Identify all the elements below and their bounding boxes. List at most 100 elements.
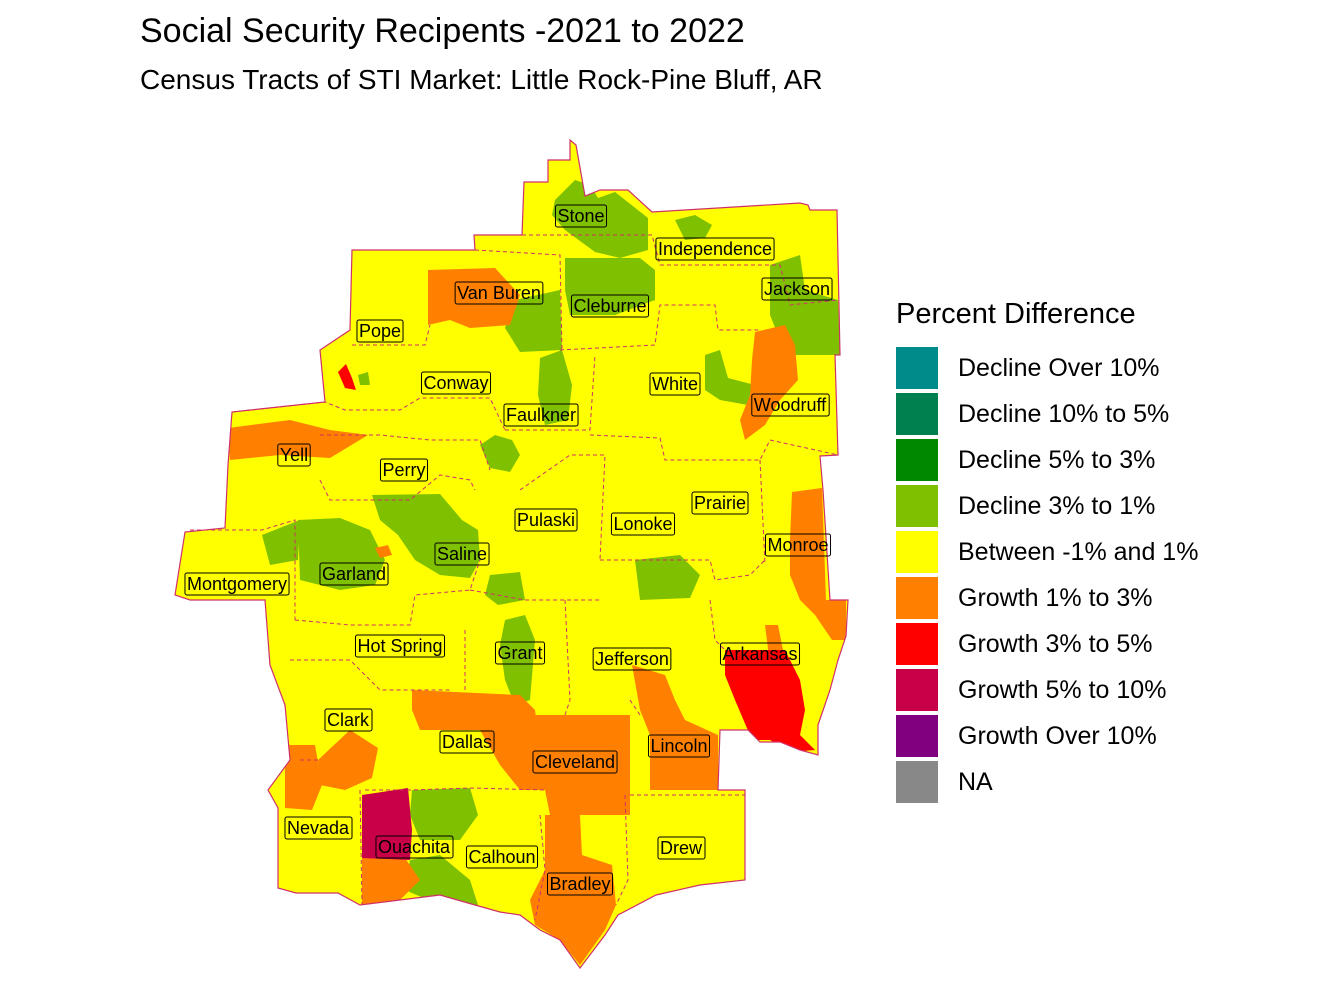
county-label-text: Monroe — [767, 535, 828, 555]
county-label-montgomery: Montgomery — [184, 572, 290, 596]
legend-label: Growth 3% to 5% — [958, 629, 1153, 658]
county-label-stone: Stone — [554, 204, 608, 228]
tract-nevada-orange — [285, 745, 322, 810]
county-label-text: Conway — [423, 373, 488, 393]
county-label-box — [420, 371, 492, 395]
county-label-text: Garland — [322, 564, 386, 584]
county-label-text: Independence — [658, 239, 772, 259]
county-label-box — [546, 872, 614, 896]
legend-item: Decline 3% to 1% — [896, 483, 1198, 529]
legend-label: Between -1% and 1% — [958, 537, 1199, 566]
tract-cleveland-orange — [510, 715, 630, 815]
county-label-text: Stone — [557, 206, 604, 226]
county-label-box — [465, 845, 539, 869]
county-label-hot-spring: Hot Spring — [354, 634, 446, 658]
county-label-pulaski: Pulaski — [514, 508, 578, 532]
county-label-text: Calhoun — [468, 847, 535, 867]
county-label-cleburne: Cleburne — [570, 294, 650, 318]
legend-swatch — [896, 485, 938, 527]
legend-item: Growth Over 10% — [896, 713, 1198, 759]
legend-label: Decline 3% to 1% — [958, 491, 1156, 520]
county-label-box — [751, 393, 830, 417]
county-label-box — [184, 572, 290, 596]
county-label-box — [284, 816, 353, 840]
tract-woodruff-orange — [740, 325, 798, 440]
county-label-text: Clark — [327, 710, 370, 730]
tract-pope-red-spot — [338, 364, 356, 390]
county-label-van-buren: Van Buren — [454, 281, 544, 305]
county-label-text: Bradley — [549, 874, 610, 894]
tract-clark-orange — [318, 730, 378, 790]
county-label-text: Pope — [359, 321, 401, 341]
county-label-drew: Drew — [657, 836, 706, 860]
tract-ouachita-south-green — [405, 855, 478, 905]
map-title: Social Security Recipents -2021 to 2022 — [140, 12, 745, 50]
county-label-text: Cleburne — [573, 296, 646, 316]
county-label-text: Van Buren — [457, 283, 541, 303]
county-label-text: Cleveland — [535, 752, 615, 772]
county-label-text: Yell — [280, 445, 308, 465]
county-label-cleveland: Cleveland — [532, 750, 618, 774]
legend-label: Decline 5% to 3% — [958, 445, 1156, 474]
tract-fills — [228, 180, 846, 965]
legend-swatch — [896, 669, 938, 711]
county-label-text: Lonoke — [613, 514, 672, 534]
county-label-calhoun: Calhoun — [465, 845, 539, 869]
tract-montgomery-green — [262, 520, 300, 565]
tract-lincoln-orange — [632, 665, 718, 790]
tract-grant-green — [500, 615, 535, 705]
map-subtitle: Census Tracts of STI Market: Little Rock… — [140, 64, 823, 95]
tract-calhoun-green — [410, 788, 478, 840]
legend-items: Decline Over 10% Decline 10% to 5% Decline… — [896, 345, 1198, 805]
legend-label: Decline Over 10% — [958, 353, 1160, 382]
county-label-text: Lincoln — [650, 736, 707, 756]
tract-ouachita-orange — [362, 855, 420, 905]
legend-swatch — [896, 715, 938, 757]
county-label-text: Drew — [660, 838, 703, 858]
county-label-box — [454, 281, 544, 305]
county-label-text: Grant — [497, 643, 542, 663]
county-label-box — [649, 372, 701, 396]
tract-garland-orange-spot — [375, 545, 392, 558]
tract-bradley-orange — [530, 815, 616, 965]
tract-stone-green — [552, 180, 648, 258]
county-label-box — [657, 836, 706, 860]
county-label-box — [494, 641, 546, 665]
county-label-arkansas: Arkansas — [719, 642, 801, 666]
tract-faulkner-green — [538, 350, 572, 425]
legend-title: Percent Difference — [896, 298, 1136, 330]
legend-item: Growth 5% to 10% — [896, 667, 1198, 713]
county-label-box — [434, 542, 490, 566]
legend-label: NA — [958, 767, 993, 796]
tract-cleburne-green — [565, 258, 655, 315]
legend-swatch — [896, 393, 938, 435]
county-label-yell: Yell — [277, 443, 311, 467]
county-label-text: Jackson — [764, 279, 830, 299]
county-label-text: Prairie — [694, 493, 746, 513]
county-label-text: Saline — [437, 544, 487, 564]
county-label-saline: Saline — [434, 542, 490, 566]
tract-conway-green-spot — [358, 372, 370, 385]
county-labels: Stone Independence Van Buren Cleburne Jackso… — [184, 204, 833, 896]
legend-item: Decline 5% to 3% — [896, 437, 1198, 483]
county-label-box — [503, 403, 579, 427]
county-label-box — [356, 319, 404, 343]
county-label-jackson: Jackson — [761, 277, 833, 301]
county-label-box — [554, 204, 608, 228]
county-label-box — [761, 277, 833, 301]
county-label-grant: Grant — [494, 641, 546, 665]
county-label-text: White — [652, 374, 698, 394]
county-label-box — [354, 634, 446, 658]
legend-item: Decline 10% to 5% — [896, 391, 1198, 437]
tract-ouachita-crimson — [362, 788, 412, 860]
county-label-woodruff: Woodruff — [751, 393, 830, 417]
county-label-jefferson: Jefferson — [592, 647, 672, 671]
county-label-box — [532, 750, 618, 774]
county-label-nevada: Nevada — [284, 816, 353, 840]
legend-swatch — [896, 623, 938, 665]
tract-monroe-orange — [790, 488, 846, 640]
tract-pulaski-north-green — [480, 435, 520, 472]
county-label-garland: Garland — [319, 562, 389, 586]
legend-label: Growth 1% to 3% — [958, 583, 1153, 612]
legend-item: NA — [896, 759, 1198, 805]
